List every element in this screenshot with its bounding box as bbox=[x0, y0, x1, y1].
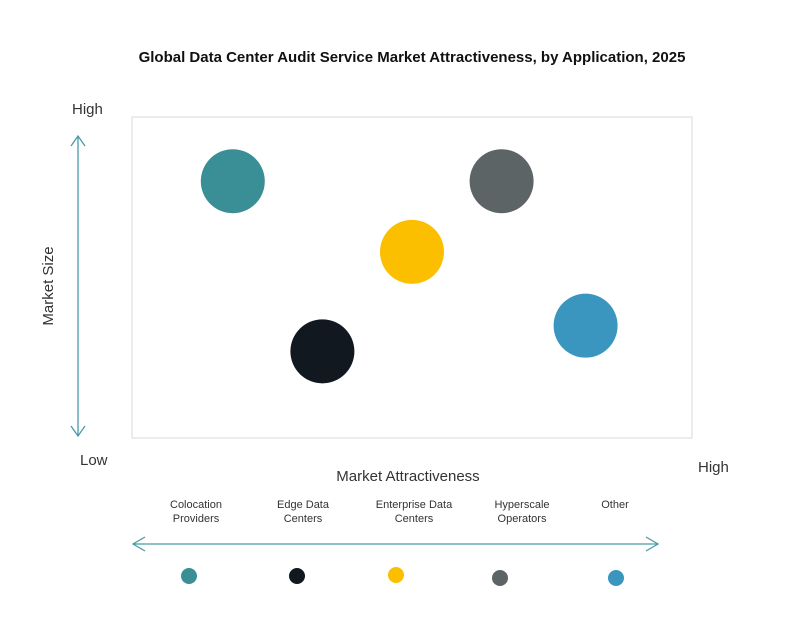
legend-label: Colocation Providers bbox=[170, 499, 222, 525]
legend-marker bbox=[181, 568, 197, 584]
legend-label: Other bbox=[601, 499, 629, 511]
bubble-colocation-providers bbox=[200, 149, 265, 214]
x-axis-arrow bbox=[131, 536, 660, 552]
x-low-label: Low bbox=[80, 452, 108, 469]
legend-marker bbox=[289, 568, 305, 584]
legend-marker bbox=[492, 570, 508, 586]
bubble-other bbox=[553, 293, 618, 358]
legend-label: Enterprise Data Centers bbox=[376, 499, 453, 525]
x-high-label: High bbox=[698, 459, 729, 476]
y-high-label: High bbox=[72, 101, 103, 118]
plot-area bbox=[131, 116, 693, 439]
legend-label: Hyperscale Operators bbox=[494, 499, 549, 525]
y-axis-label: Market Size bbox=[40, 246, 57, 325]
bubble-hyperscale-operators bbox=[469, 149, 534, 214]
y-axis-arrow bbox=[70, 134, 86, 438]
legend-marker bbox=[388, 567, 404, 583]
legend-marker bbox=[608, 570, 624, 586]
legend-label: Edge Data Centers bbox=[277, 499, 330, 525]
x-axis-label: Market Attractiveness bbox=[336, 468, 479, 485]
bubble-edge-data-centers bbox=[290, 319, 355, 384]
bubble-enterprise-data-centers bbox=[380, 219, 444, 284]
chart-title: Global Data Center Audit Service Market … bbox=[139, 49, 686, 66]
